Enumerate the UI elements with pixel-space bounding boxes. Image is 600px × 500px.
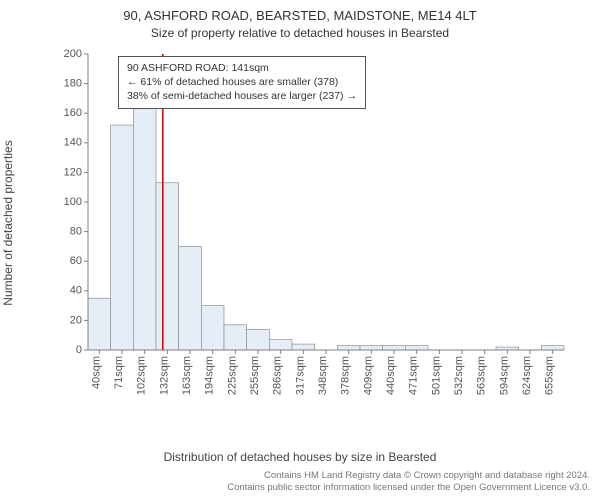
svg-text:0: 0 bbox=[76, 344, 82, 356]
annotation-line-3: 38% of semi-detached houses are larger (… bbox=[127, 89, 357, 103]
svg-text:80: 80 bbox=[70, 226, 82, 238]
svg-text:563sqm: 563sqm bbox=[476, 356, 488, 395]
svg-text:286sqm: 286sqm bbox=[272, 356, 284, 395]
svg-text:100: 100 bbox=[64, 196, 82, 208]
footer-attribution: Contains HM Land Registry data © Crown c… bbox=[227, 470, 590, 494]
annotation-line-2: ← 61% of detached houses are smaller (37… bbox=[127, 75, 357, 89]
svg-text:20: 20 bbox=[70, 314, 82, 326]
title-sub: Size of property relative to detached ho… bbox=[0, 26, 600, 40]
svg-text:200: 200 bbox=[64, 48, 82, 60]
svg-text:40sqm: 40sqm bbox=[90, 356, 102, 389]
svg-text:132sqm: 132sqm bbox=[158, 356, 170, 395]
svg-text:317sqm: 317sqm bbox=[294, 356, 306, 395]
svg-text:348sqm: 348sqm bbox=[317, 356, 329, 395]
svg-text:225sqm: 225sqm bbox=[226, 356, 238, 395]
histogram-bar bbox=[405, 346, 428, 350]
annotation-line-1: 90 ASHFORD ROAD: 141sqm bbox=[127, 61, 357, 75]
svg-text:60: 60 bbox=[70, 255, 82, 267]
chart-container: 90, ASHFORD ROAD, BEARSTED, MAIDSTONE, M… bbox=[0, 0, 600, 500]
title-main: 90, ASHFORD ROAD, BEARSTED, MAIDSTONE, M… bbox=[0, 8, 600, 23]
histogram-bar bbox=[269, 340, 292, 350]
histogram-bar bbox=[337, 346, 360, 350]
svg-text:594sqm: 594sqm bbox=[498, 356, 510, 395]
histogram-bar bbox=[133, 109, 156, 350]
svg-text:501sqm: 501sqm bbox=[430, 356, 442, 395]
histogram-bar bbox=[247, 329, 270, 350]
svg-text:409sqm: 409sqm bbox=[362, 356, 374, 395]
svg-text:163sqm: 163sqm bbox=[181, 356, 193, 395]
svg-text:40: 40 bbox=[70, 285, 82, 297]
svg-text:378sqm: 378sqm bbox=[340, 356, 352, 395]
svg-text:471sqm: 471sqm bbox=[408, 356, 420, 395]
histogram-bar bbox=[541, 346, 564, 350]
footer-line-1: Contains HM Land Registry data © Crown c… bbox=[227, 470, 590, 482]
histogram-bar bbox=[179, 246, 202, 350]
annotation-box: 90 ASHFORD ROAD: 141sqm ← 61% of detache… bbox=[118, 56, 366, 109]
x-axis-label: Distribution of detached houses by size … bbox=[0, 450, 600, 464]
svg-text:102sqm: 102sqm bbox=[136, 356, 148, 395]
svg-text:71sqm: 71sqm bbox=[113, 356, 125, 389]
svg-text:194sqm: 194sqm bbox=[204, 356, 216, 395]
svg-text:180: 180 bbox=[64, 78, 82, 90]
svg-text:440sqm: 440sqm bbox=[385, 356, 397, 395]
svg-text:120: 120 bbox=[64, 166, 82, 178]
histogram-bar bbox=[88, 298, 111, 350]
svg-text:140: 140 bbox=[64, 137, 82, 149]
svg-text:160: 160 bbox=[64, 107, 82, 119]
svg-text:255sqm: 255sqm bbox=[249, 356, 261, 395]
svg-text:624sqm: 624sqm bbox=[521, 356, 533, 395]
histogram-bar bbox=[156, 183, 179, 350]
y-axis-label-text: Number of detached properties bbox=[1, 140, 15, 305]
footer-line-2: Contains public sector information licen… bbox=[227, 482, 590, 494]
svg-text:532sqm: 532sqm bbox=[453, 356, 465, 395]
histogram-bar bbox=[111, 125, 134, 350]
histogram-bar bbox=[360, 346, 383, 350]
histogram-bar bbox=[383, 346, 406, 350]
histogram-bar bbox=[201, 306, 224, 350]
histogram-bar bbox=[224, 325, 247, 350]
svg-text:655sqm: 655sqm bbox=[544, 356, 556, 395]
histogram-bar bbox=[292, 344, 315, 350]
